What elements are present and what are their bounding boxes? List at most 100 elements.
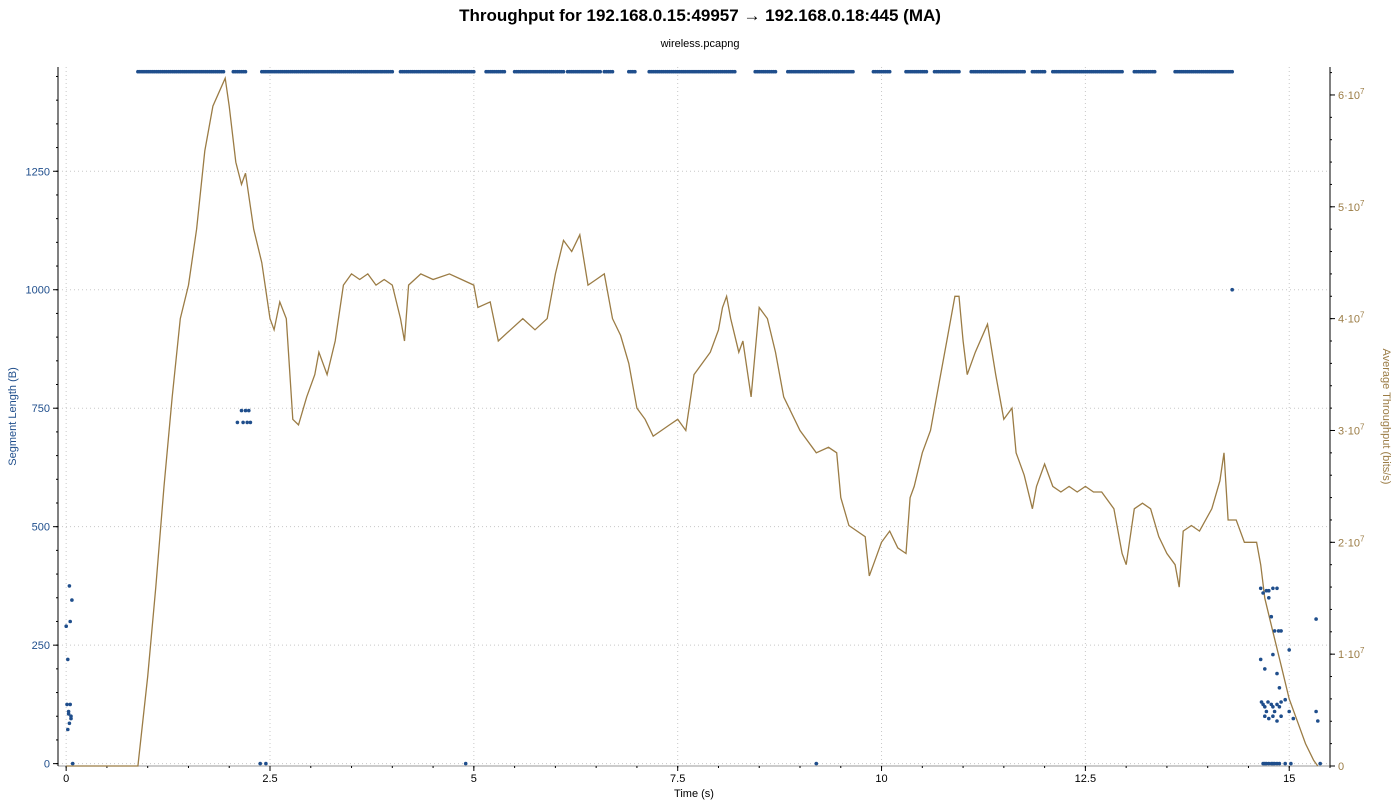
full-segment-cluster (1132, 69, 1157, 74)
segment-point (64, 624, 68, 628)
segment-point (1277, 686, 1282, 690)
segment-point (1283, 761, 1287, 766)
segment-point (70, 761, 75, 766)
x-tick-label: 15 (1283, 773, 1295, 785)
throughput-series (66, 75, 1319, 767)
segment-point (221, 69, 226, 74)
segment-point (66, 712, 71, 716)
segment-point (1287, 709, 1291, 714)
segment-point (1272, 629, 1277, 633)
segment-point (1230, 287, 1234, 292)
segment-point (1272, 709, 1277, 714)
segment-point (1267, 596, 1271, 600)
segment-point (1271, 705, 1275, 709)
segment-point (1279, 629, 1283, 633)
segment-point (1318, 761, 1322, 766)
y-right-tick-label: 0 (1338, 761, 1344, 773)
full-segment-cluster (602, 69, 615, 74)
full-segment-cluster (1051, 69, 1124, 74)
segment-point (1258, 586, 1263, 591)
y-axis-right-label: Average Throughput (bits/s) (1380, 349, 1392, 485)
full-segment-cluster (627, 69, 637, 74)
segment-point (67, 584, 72, 588)
segment-point (1279, 714, 1283, 718)
segment-point (243, 69, 248, 74)
segment-point (68, 619, 72, 624)
y-left-tick-label: 750 (32, 403, 50, 415)
segment-point (248, 420, 253, 425)
segment-point (1314, 617, 1318, 621)
segment-point (1316, 719, 1320, 723)
segment-point (1261, 591, 1265, 595)
segment-point (1267, 588, 1271, 593)
segment-point (957, 69, 961, 74)
segment-point (598, 69, 602, 74)
segment-point (235, 420, 240, 425)
segment-point (243, 408, 248, 413)
segment-point (1276, 629, 1281, 633)
segment-point (463, 761, 468, 766)
y-right-tick-label: 4·107 (1338, 311, 1365, 326)
segment-point (1275, 702, 1279, 707)
segment-point (1258, 657, 1263, 662)
full-segment-cluster (1173, 69, 1234, 74)
segment-point (1271, 714, 1275, 718)
y-left-tick-label: 1250 (26, 166, 50, 178)
segment-point (66, 657, 70, 662)
segment-point (561, 69, 566, 74)
segment-point (69, 714, 73, 718)
segment-point (1277, 761, 1282, 766)
segment-point (610, 69, 615, 74)
segment-point (1263, 714, 1267, 718)
segment-point (1291, 716, 1296, 721)
segment-point (1263, 667, 1267, 671)
full-segment-cluster (647, 69, 737, 74)
y-right-tick-label: 1·107 (1338, 646, 1365, 661)
segment-point (1271, 586, 1275, 591)
full-segment-cluster (932, 69, 961, 74)
x-tick-label: 7.5 (670, 773, 685, 785)
segment-point (1275, 586, 1279, 591)
y-right-tick-label: 5·107 (1338, 199, 1365, 214)
segment-point (67, 721, 72, 726)
segment-point (1022, 69, 1026, 74)
full-segment-cluster (136, 69, 226, 74)
y-left-tick-label: 250 (32, 640, 50, 652)
throughput-line (66, 75, 1319, 767)
segment-point (1230, 69, 1234, 74)
segment-point (1277, 705, 1282, 709)
y-right-tick-label: 3·107 (1338, 422, 1365, 437)
segment-point (773, 69, 778, 74)
segment-point (502, 69, 507, 74)
segment-point (68, 702, 72, 707)
segment-point (814, 761, 819, 766)
axes (53, 67, 1335, 771)
segment-point (239, 408, 244, 413)
full-segment-cluster (398, 69, 476, 74)
segment-point (66, 727, 70, 732)
segment-point (1269, 614, 1274, 619)
chart-title: Throughput for 192.168.0.15:49957 → 192.… (459, 6, 941, 25)
x-axis-label: Time (s) (674, 788, 714, 800)
segment-point (1275, 671, 1279, 676)
segment-point (241, 420, 245, 425)
full-segment-cluster (786, 69, 855, 74)
full-segment-cluster (565, 69, 602, 74)
x-tick-label: 0 (63, 773, 69, 785)
y-left-tick-label: 1000 (26, 285, 50, 297)
segment-point (258, 761, 263, 766)
segment-point (1289, 761, 1293, 766)
segment-point (245, 420, 249, 425)
full-segment-cluster (969, 69, 1026, 74)
segment-point (264, 761, 268, 766)
full-segment-cluster (753, 69, 778, 74)
segment-point (1267, 716, 1271, 721)
segment-point (1279, 700, 1283, 704)
y-axis-left-label: Segment Length (B) (7, 367, 19, 465)
full-segment-cluster (260, 69, 395, 74)
segment-point (633, 69, 637, 74)
segment-point (1266, 700, 1270, 704)
segment-point (1263, 705, 1267, 709)
segment-length-series (64, 69, 1322, 766)
